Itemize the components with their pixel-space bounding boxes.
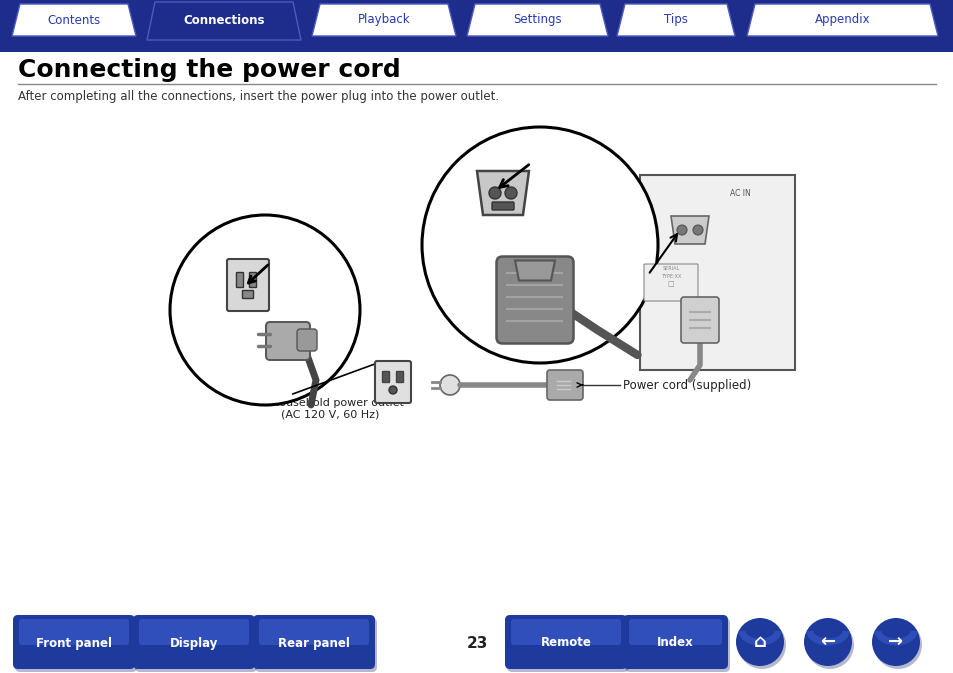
Text: Connecting the power cord: Connecting the power cord — [18, 58, 400, 82]
FancyBboxPatch shape — [622, 615, 727, 669]
Text: SERIAL: SERIAL — [661, 266, 679, 271]
FancyBboxPatch shape — [504, 615, 626, 669]
Circle shape — [873, 621, 921, 669]
FancyBboxPatch shape — [511, 619, 620, 645]
Text: Rear panel: Rear panel — [277, 637, 350, 649]
Text: →: → — [887, 633, 902, 651]
Circle shape — [504, 187, 517, 199]
FancyBboxPatch shape — [266, 322, 310, 360]
FancyBboxPatch shape — [496, 256, 573, 343]
Circle shape — [489, 187, 500, 199]
FancyBboxPatch shape — [643, 264, 698, 301]
FancyBboxPatch shape — [258, 619, 369, 645]
Text: Index: Index — [657, 637, 693, 649]
Polygon shape — [312, 4, 456, 36]
Text: Tips: Tips — [663, 13, 687, 26]
Text: 23: 23 — [466, 635, 487, 651]
FancyBboxPatch shape — [132, 615, 254, 669]
Text: Settings: Settings — [513, 13, 561, 26]
FancyBboxPatch shape — [296, 329, 316, 351]
FancyBboxPatch shape — [135, 618, 256, 672]
FancyBboxPatch shape — [250, 273, 256, 287]
Polygon shape — [617, 4, 734, 36]
Text: Appendix: Appendix — [814, 13, 869, 26]
FancyBboxPatch shape — [382, 371, 389, 382]
Bar — [0, 0, 953, 52]
Circle shape — [439, 375, 459, 395]
Circle shape — [692, 225, 702, 235]
Text: Playback: Playback — [357, 13, 410, 26]
FancyBboxPatch shape — [492, 202, 514, 210]
Text: AC IN: AC IN — [729, 188, 750, 197]
Text: Power cord (supplied): Power cord (supplied) — [622, 378, 750, 392]
Circle shape — [389, 386, 396, 394]
Polygon shape — [670, 216, 708, 244]
Circle shape — [735, 618, 783, 666]
FancyBboxPatch shape — [628, 619, 721, 645]
Circle shape — [738, 621, 785, 669]
Polygon shape — [147, 2, 301, 40]
FancyBboxPatch shape — [139, 619, 249, 645]
FancyBboxPatch shape — [236, 273, 243, 287]
Text: □: □ — [667, 281, 674, 287]
Text: Display: Display — [170, 637, 218, 649]
Text: TYPE:XX: TYPE:XX — [660, 274, 680, 279]
FancyBboxPatch shape — [253, 615, 375, 669]
Text: Connections: Connections — [183, 13, 265, 26]
FancyBboxPatch shape — [680, 297, 719, 343]
FancyBboxPatch shape — [396, 371, 403, 382]
Polygon shape — [467, 4, 607, 36]
Polygon shape — [476, 171, 529, 215]
Polygon shape — [515, 260, 555, 281]
FancyBboxPatch shape — [375, 361, 411, 403]
FancyBboxPatch shape — [19, 619, 129, 645]
Circle shape — [170, 215, 359, 405]
Text: Contents: Contents — [48, 13, 100, 26]
Text: Remote: Remote — [540, 637, 591, 649]
Circle shape — [803, 618, 851, 666]
FancyBboxPatch shape — [254, 618, 376, 672]
FancyBboxPatch shape — [227, 259, 269, 311]
FancyBboxPatch shape — [15, 618, 137, 672]
Text: ⌂: ⌂ — [753, 633, 765, 651]
Polygon shape — [746, 4, 937, 36]
FancyBboxPatch shape — [546, 370, 582, 400]
Text: After completing all the connections, insert the power plug into the power outle: After completing all the connections, in… — [18, 90, 498, 103]
Bar — [639, 175, 794, 370]
FancyBboxPatch shape — [624, 618, 729, 672]
FancyBboxPatch shape — [242, 291, 253, 299]
Circle shape — [805, 621, 853, 669]
FancyBboxPatch shape — [506, 618, 628, 672]
Circle shape — [677, 225, 686, 235]
Text: Front panel: Front panel — [36, 637, 112, 649]
FancyBboxPatch shape — [13, 615, 135, 669]
Circle shape — [871, 618, 919, 666]
Circle shape — [421, 127, 658, 363]
Text: ←: ← — [820, 633, 835, 651]
Text: To household power outlet
(AC 120 V, 60 Hz): To household power outlet (AC 120 V, 60 … — [256, 398, 403, 419]
Polygon shape — [12, 4, 136, 36]
